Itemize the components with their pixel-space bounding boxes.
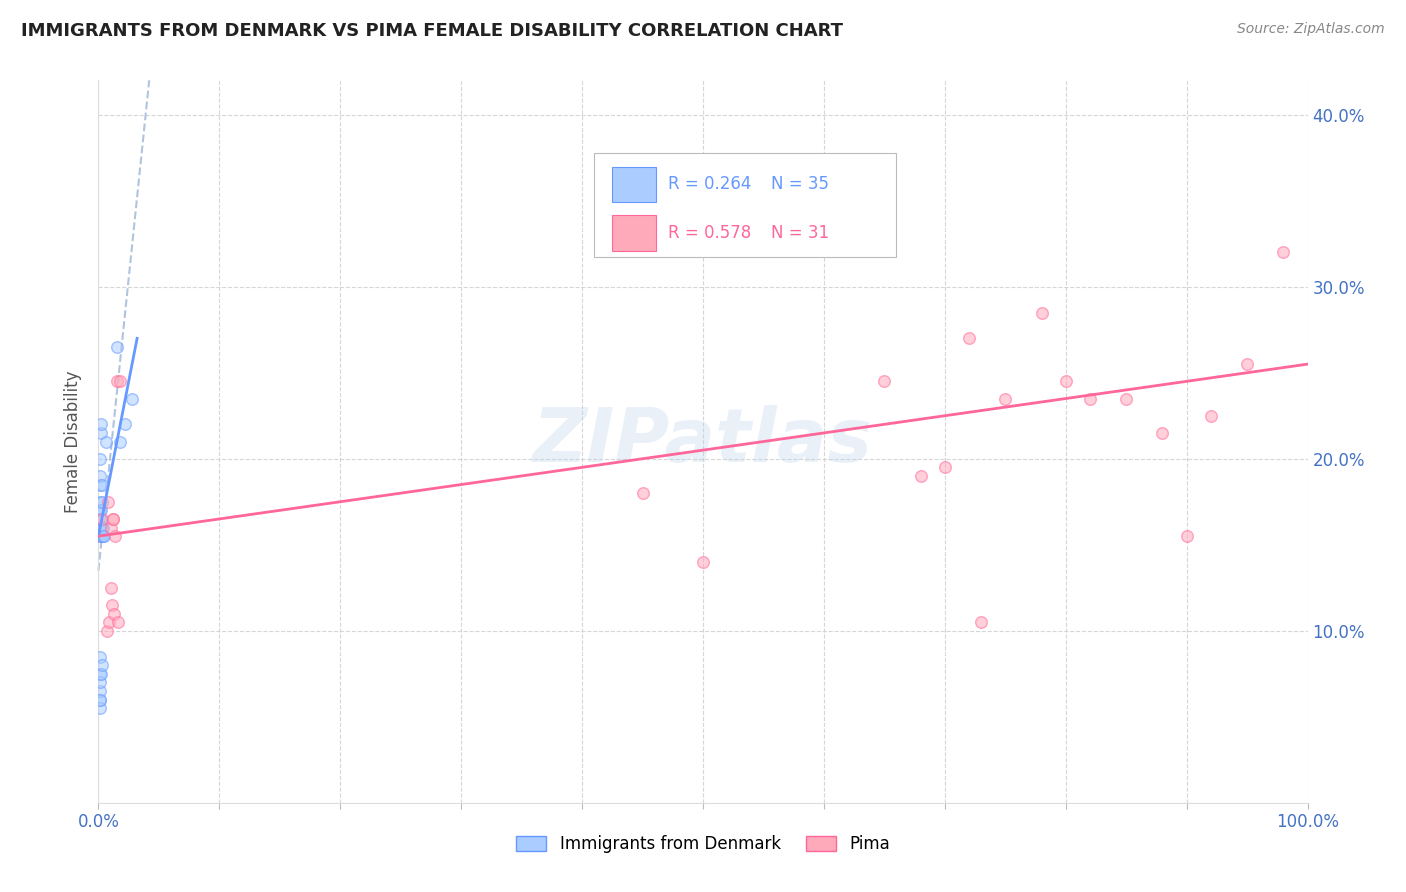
- Point: [103, 607, 125, 621]
- Point: [1115, 392, 1137, 406]
- Point: [91, 529, 114, 543]
- Point: [90, 503, 112, 517]
- Point: [89, 666, 111, 681]
- Point: [89, 692, 111, 706]
- Text: IMMIGRANTS FROM DENMARK VS PIMA FEMALE DISABILITY CORRELATION CHART: IMMIGRANTS FROM DENMARK VS PIMA FEMALE D…: [21, 22, 844, 40]
- Point: [100, 598, 122, 612]
- Point: [89, 469, 111, 483]
- Point: [90, 529, 112, 543]
- Point: [105, 375, 128, 389]
- Point: [93, 529, 115, 543]
- Point: [101, 512, 124, 526]
- Point: [91, 494, 114, 508]
- Point: [90, 417, 112, 432]
- Point: [89, 675, 111, 690]
- Point: [910, 469, 932, 483]
- Point: [105, 340, 128, 354]
- Point: [89, 684, 111, 698]
- Text: R = 0.264: R = 0.264: [668, 176, 751, 194]
- Point: [91, 529, 114, 543]
- Point: [89, 701, 111, 715]
- Point: [90, 520, 112, 534]
- Point: [970, 615, 993, 630]
- Point: [90, 666, 112, 681]
- Point: [1078, 392, 1101, 406]
- Point: [994, 392, 1017, 406]
- Text: R = 0.578: R = 0.578: [668, 224, 751, 242]
- Point: [100, 520, 122, 534]
- Point: [97, 494, 120, 508]
- Point: [1272, 245, 1295, 260]
- Point: [89, 529, 111, 543]
- Point: [108, 434, 131, 449]
- Point: [1199, 409, 1222, 423]
- Point: [89, 503, 111, 517]
- Point: [108, 375, 131, 389]
- Y-axis label: Female Disability: Female Disability: [65, 370, 83, 513]
- Text: ZIPatlas: ZIPatlas: [533, 405, 873, 478]
- Point: [692, 555, 714, 569]
- Point: [98, 615, 121, 630]
- Point: [91, 520, 114, 534]
- Text: N = 31: N = 31: [770, 224, 830, 242]
- Point: [107, 615, 129, 630]
- Point: [89, 520, 111, 534]
- Point: [90, 425, 112, 440]
- Text: N = 35: N = 35: [770, 176, 828, 194]
- Point: [89, 512, 111, 526]
- Legend: Immigrants from Denmark, Pima: Immigrants from Denmark, Pima: [509, 828, 897, 860]
- FancyBboxPatch shape: [595, 153, 897, 257]
- Point: [100, 581, 122, 595]
- Point: [114, 417, 136, 432]
- Point: [89, 692, 111, 706]
- Point: [1031, 305, 1053, 319]
- Point: [1054, 375, 1077, 389]
- Point: [1152, 425, 1174, 440]
- Point: [91, 512, 114, 526]
- Point: [91, 658, 114, 673]
- Point: [104, 529, 127, 543]
- Point: [91, 477, 114, 491]
- Point: [121, 392, 143, 406]
- FancyBboxPatch shape: [613, 167, 655, 202]
- Point: [89, 451, 111, 466]
- Point: [873, 375, 896, 389]
- Point: [91, 520, 114, 534]
- Point: [957, 331, 980, 345]
- Point: [1175, 529, 1198, 543]
- Point: [89, 477, 111, 491]
- Point: [89, 494, 111, 508]
- Point: [94, 434, 117, 449]
- FancyBboxPatch shape: [613, 215, 655, 251]
- Point: [89, 649, 111, 664]
- Point: [1236, 357, 1258, 371]
- Point: [631, 486, 654, 500]
- Text: Source: ZipAtlas.com: Source: ZipAtlas.com: [1237, 22, 1385, 37]
- Point: [96, 624, 118, 638]
- Point: [934, 460, 956, 475]
- Point: [90, 512, 112, 526]
- Point: [101, 512, 124, 526]
